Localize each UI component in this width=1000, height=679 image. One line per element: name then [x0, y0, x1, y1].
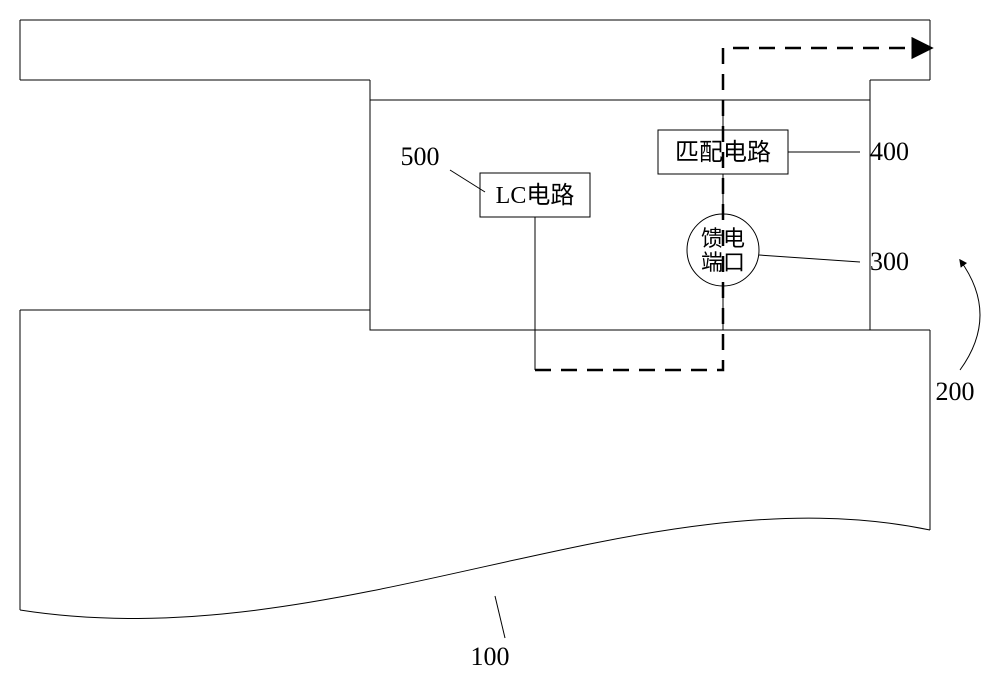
leader-200: [960, 260, 980, 370]
label-200: 200: [936, 377, 975, 406]
label-300: 300: [870, 247, 909, 276]
diagram-canvas: LC电路匹配电路馈电端口500400300200100: [0, 0, 1000, 679]
bottom-curve: [20, 518, 930, 618]
label-400: 400: [870, 137, 909, 166]
inner-panel: [370, 100, 870, 330]
lc-block-label: LC电路: [496, 182, 575, 209]
label-500: 500: [401, 142, 440, 171]
leader-100: [495, 596, 505, 638]
dashed-signal-path: [535, 48, 930, 370]
diagram-root: LC电路匹配电路馈电端口500400300200100: [20, 20, 980, 671]
label-100: 100: [471, 642, 510, 671]
leader-300: [759, 255, 860, 262]
